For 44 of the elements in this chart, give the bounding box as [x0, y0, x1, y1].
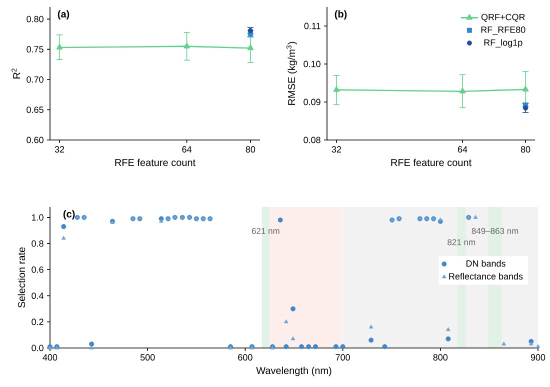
y-tick-label: 0.2	[32, 318, 44, 326]
band-label: 821 nm	[448, 239, 475, 246]
chart-title: (c)	[63, 210, 75, 220]
x-tick-label: 900	[530, 354, 546, 361]
legend-label: Reflectance bands	[449, 272, 523, 280]
y-tick-label: 0.10	[304, 60, 320, 68]
x-tick-label: 32	[332, 146, 341, 153]
x-tick-label: 700	[336, 354, 350, 361]
y-tick-label: 0.4	[32, 292, 44, 299]
y-tick-label: 0.65	[26, 106, 44, 113]
y-tick-label: 0.8	[32, 240, 44, 247]
y-tick-label: 0.70	[26, 76, 44, 83]
legend-label: QRF+CQR	[481, 14, 525, 22]
x-axis-title: RFE feature count	[115, 158, 196, 166]
y-tick-label: 0.0	[32, 344, 44, 352]
x-axis-title: RFE feature count	[391, 158, 472, 166]
y-tick-label: 0.75	[26, 46, 44, 52]
y-axis-title: R$^{2}$	[12, 68, 20, 78]
x-tick-label: 64	[182, 146, 192, 153]
x-axis-title: Wavelength (nm)	[256, 366, 332, 376]
chart-title: (b)	[334, 10, 347, 20]
x-tick-label: 800	[433, 354, 448, 361]
legend-label: DN bands	[466, 260, 506, 267]
band-label: 621 nm	[252, 228, 280, 234]
x-tick-label: 600	[238, 354, 252, 361]
x-tick-label: 80	[520, 146, 530, 153]
x-tick-label: 32	[54, 146, 64, 153]
y-axis-title: Selection rate	[18, 247, 26, 308]
chart-title: (a)	[58, 10, 70, 20]
y-axis-title: RMSE (kg/m$^{3}$)	[286, 42, 298, 105]
legend-label: RF_RFE80	[481, 26, 526, 35]
band-label: 849–863 nm	[472, 228, 518, 234]
y-tick-label: 0.09	[304, 98, 320, 106]
y-tick-label: 0.60	[26, 136, 44, 144]
x-tick-label: 64	[458, 146, 468, 153]
y-tick-label: 0.08	[304, 136, 320, 144]
x-tick-label: 500	[140, 354, 155, 361]
y-tick-label: 0.80	[26, 16, 44, 22]
y-tick-label: 0.6	[32, 266, 44, 273]
x-tick-label: 80	[246, 146, 256, 153]
x-tick-label: 400	[42, 354, 58, 361]
y-tick-label: 1.0	[32, 214, 44, 221]
y-tick-label: 0.11	[304, 22, 320, 30]
legend-label: RF_log1p	[484, 39, 522, 48]
